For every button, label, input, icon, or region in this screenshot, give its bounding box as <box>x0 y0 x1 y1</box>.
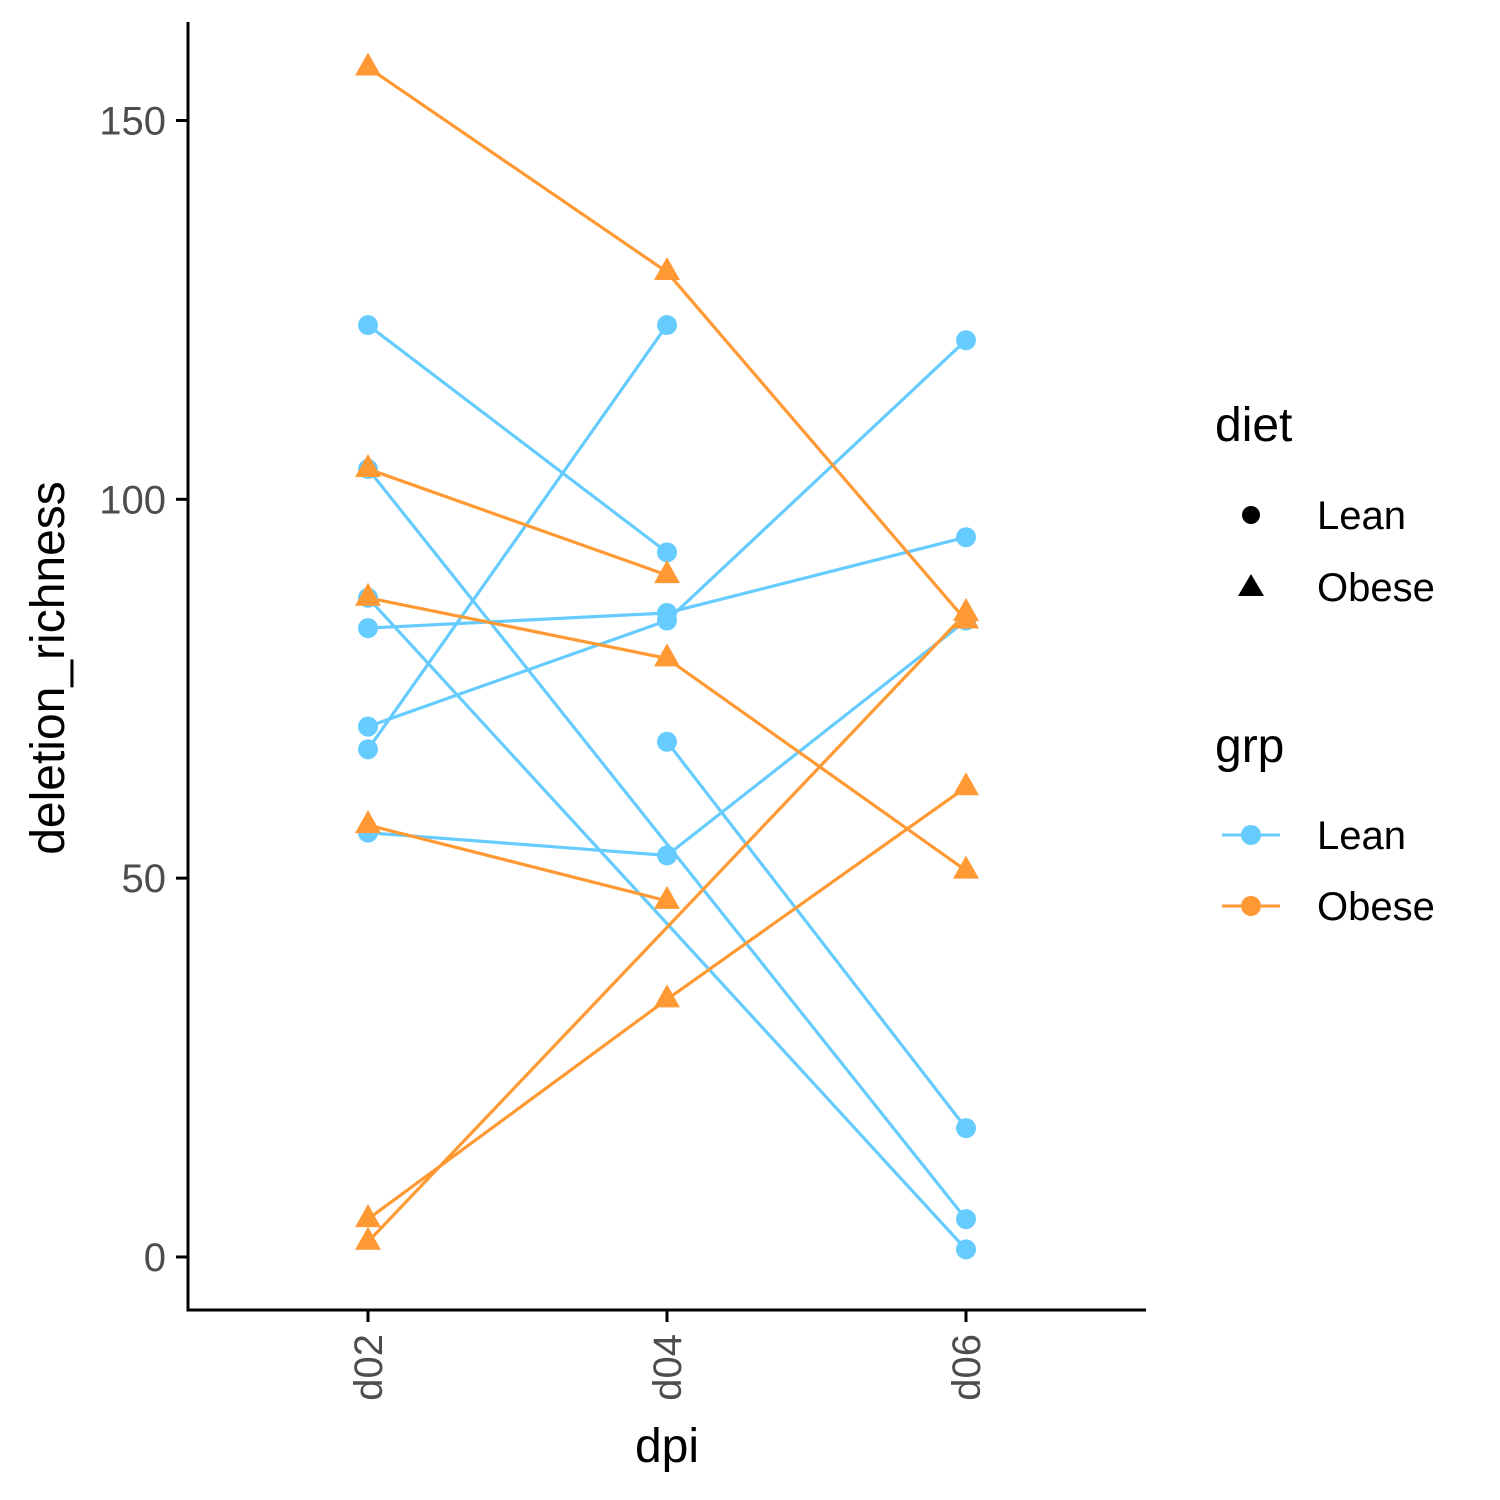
data-point-triangle <box>953 772 979 796</box>
series-line-obese <box>367 467 668 577</box>
data-point-circle <box>956 1209 976 1230</box>
series-line-lean <box>367 339 968 729</box>
data-point-triangle <box>953 597 979 621</box>
data-point-triangle <box>355 810 381 834</box>
legend-grp-lean-label: Lean <box>1317 814 1406 858</box>
data-point-circle <box>657 315 677 336</box>
data-point-circle <box>956 1118 976 1139</box>
data-point-circle <box>956 527 976 548</box>
data-point-triangle <box>654 643 680 667</box>
legend-grp-lean-key <box>1241 825 1261 845</box>
data-point-triangle <box>654 885 680 909</box>
x-tick-label: d06 <box>945 1334 989 1401</box>
data-point-triangle <box>355 454 381 478</box>
series-line-obese <box>367 66 968 622</box>
series-line-obese <box>367 823 668 903</box>
data-point-circle <box>358 315 378 336</box>
y-axis-title: deletion_richness <box>22 481 75 855</box>
data-point-triangle <box>953 855 979 879</box>
data-point-triangle <box>355 1226 381 1250</box>
data-point-circle <box>657 845 677 866</box>
data-point-triangle <box>355 1204 381 1228</box>
data-point-triangle <box>355 52 381 76</box>
legend-grp: grp Lean Obese <box>1215 720 1435 929</box>
legend-grp-obese-label: Obese <box>1317 885 1435 929</box>
data-point-circle <box>358 618 378 639</box>
x-tick-label: d04 <box>646 1334 690 1401</box>
x-axis-title: dpi <box>635 1420 699 1473</box>
data-point-circle <box>657 542 677 563</box>
y-tick-label: 50 <box>122 857 167 901</box>
series-line-lean <box>366 596 968 1251</box>
legend-diet-obese-label: Obese <box>1317 566 1435 610</box>
data-point-triangle <box>654 257 680 281</box>
series-line-lean <box>367 323 668 554</box>
data-point-circle <box>657 731 677 752</box>
legend-diet-obese-key <box>1238 574 1264 596</box>
legend-grp-obese-key <box>1241 896 1261 916</box>
series-points <box>355 52 979 1260</box>
series-line-lean <box>665 740 968 1130</box>
y-axis-ticks: 0 50 100 150 <box>99 99 188 1280</box>
data-point-circle <box>657 610 677 631</box>
data-point-triangle <box>355 582 381 606</box>
y-tick-label: 100 <box>99 478 166 522</box>
legend-diet-title: diet <box>1215 399 1292 452</box>
series-line-lean <box>366 324 669 751</box>
legend-grp-title: grp <box>1215 720 1284 773</box>
legend-diet-lean-label: Lean <box>1317 494 1406 538</box>
data-point-triangle <box>654 560 680 584</box>
series-line-obese <box>366 611 968 1243</box>
y-tick-label: 150 <box>99 99 166 143</box>
legend-diet-lean-key <box>1242 506 1260 524</box>
x-axis-ticks: d02 d04 d06 <box>347 1310 989 1401</box>
data-point-circle <box>358 716 378 737</box>
legend-diet: diet Lean Obese <box>1215 399 1435 610</box>
data-point-circle <box>956 330 976 351</box>
y-tick-label: 0 <box>144 1236 166 1280</box>
data-point-circle <box>956 1239 976 1260</box>
x-tick-label: d02 <box>347 1334 391 1401</box>
series-line-lean <box>366 468 968 1221</box>
data-point-circle <box>358 739 378 760</box>
data-point-triangle <box>654 984 680 1008</box>
